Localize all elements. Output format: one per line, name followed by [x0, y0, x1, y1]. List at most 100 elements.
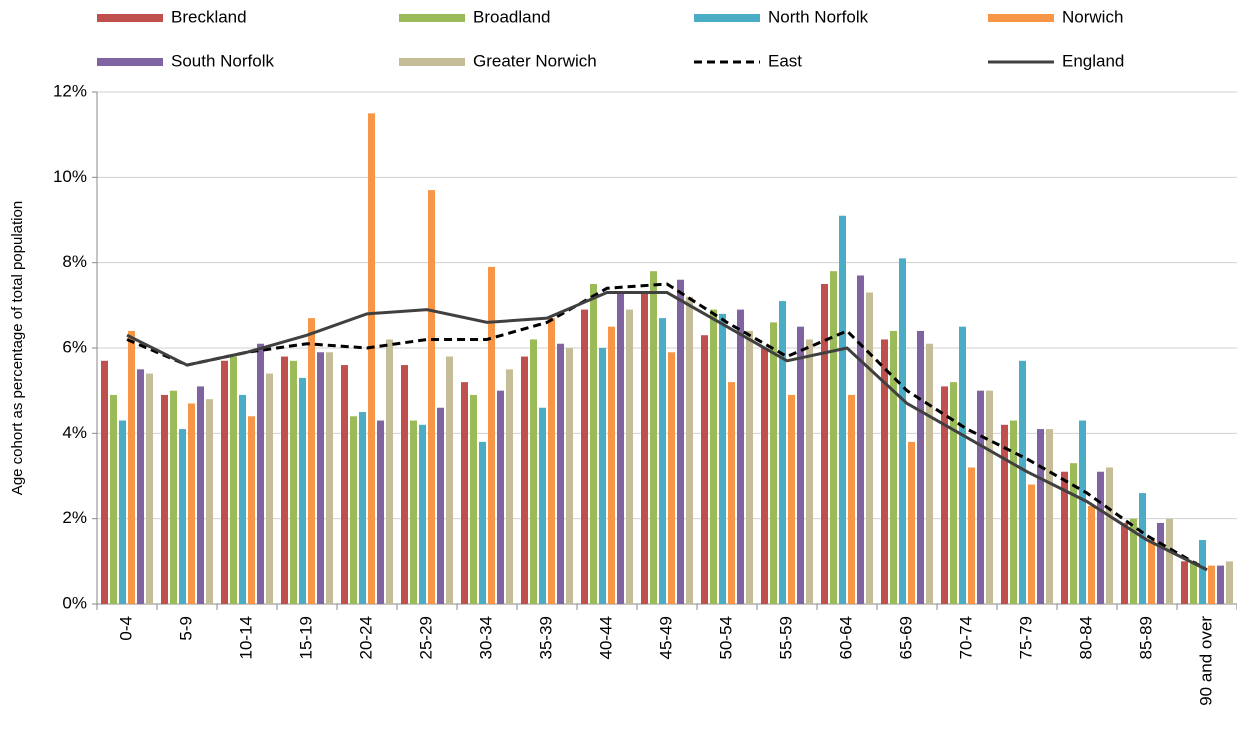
line [126, 291, 1208, 572]
bar [1028, 484, 1035, 604]
legend-swatch [399, 58, 465, 66]
bar [806, 339, 813, 604]
bar [521, 356, 528, 604]
bar [488, 266, 495, 604]
bar [446, 356, 453, 604]
bar [1190, 561, 1197, 604]
x-tick-label: 20-24 [356, 616, 375, 659]
y-axis-label: Age cohort as percentage of total popula… [9, 201, 26, 495]
bar [557, 343, 564, 604]
bar [908, 441, 915, 604]
bar [101, 360, 108, 604]
bar [1130, 518, 1137, 604]
bar [410, 420, 417, 604]
bar [341, 365, 348, 604]
x-tick-label: 90 and over [1196, 616, 1215, 706]
bar [881, 339, 888, 604]
bar [701, 335, 708, 604]
bar [257, 343, 264, 604]
bar [719, 313, 726, 604]
bar [230, 356, 237, 604]
bar [470, 394, 477, 604]
bar [326, 352, 333, 604]
bar [950, 382, 957, 604]
x-tick-label: 85-89 [1136, 616, 1155, 659]
x-tick-label: 30-34 [476, 616, 495, 659]
x-tick-label: 75-79 [1016, 616, 1035, 659]
x-tick-label: 50-54 [716, 616, 735, 659]
bar [710, 309, 717, 604]
legend-swatch [988, 14, 1054, 22]
bar [1181, 561, 1188, 604]
bar [248, 416, 255, 604]
x-tick-label: 55-59 [776, 616, 795, 659]
bar [770, 322, 777, 604]
bar [566, 348, 573, 604]
bar [437, 407, 444, 604]
bar [728, 382, 735, 604]
x-tick-label: 60-64 [836, 616, 855, 659]
x-tick-label: 25-29 [416, 616, 435, 659]
bar [608, 326, 615, 604]
bar [539, 407, 546, 604]
bar [239, 394, 246, 604]
bar [386, 339, 393, 604]
bar [137, 369, 144, 604]
bar [830, 271, 837, 604]
bar [1010, 420, 1017, 604]
bar [788, 394, 795, 604]
y-tick-label: 6% [62, 337, 87, 356]
bar [530, 339, 537, 604]
bar [377, 420, 384, 604]
legend-label: South Norfolk [171, 51, 274, 70]
bar [857, 275, 864, 604]
bar [1139, 493, 1146, 604]
bar [677, 279, 684, 604]
bar [659, 318, 666, 604]
bar [686, 296, 693, 604]
bar [197, 386, 204, 604]
bar [1001, 424, 1008, 604]
bar [668, 352, 675, 604]
bar [479, 441, 486, 604]
bar [581, 309, 588, 604]
bar [797, 326, 804, 604]
legend-swatch [97, 58, 163, 66]
legend-label: England [1062, 51, 1124, 70]
line [126, 282, 1208, 572]
bar [839, 215, 846, 604]
bar [1166, 518, 1173, 604]
bar [1157, 522, 1164, 604]
bar [746, 330, 753, 604]
bar [497, 390, 504, 604]
bar [401, 365, 408, 604]
bar [110, 394, 117, 604]
bar [1079, 420, 1086, 604]
legend-label: Greater Norwich [473, 51, 597, 70]
bar [926, 343, 933, 604]
bar [1019, 360, 1026, 604]
x-tick-label: 70-74 [956, 616, 975, 659]
bar [266, 373, 273, 604]
legend-label: Broadland [473, 7, 551, 26]
bar [461, 382, 468, 604]
bar [419, 424, 426, 604]
bar [899, 258, 906, 604]
bar [848, 394, 855, 604]
bar [281, 356, 288, 604]
bar [308, 318, 315, 604]
bar [428, 190, 435, 604]
legend-swatch [97, 14, 163, 22]
legend-label: Breckland [171, 7, 247, 26]
bar [1208, 565, 1215, 604]
legend-label: Norwich [1062, 7, 1123, 26]
bar [128, 330, 135, 604]
bar [1148, 540, 1155, 604]
bar [368, 113, 375, 604]
legend-swatch [399, 14, 465, 22]
x-tick-label: 45-49 [656, 616, 675, 659]
y-tick-label: 0% [62, 593, 87, 612]
bar [188, 403, 195, 604]
bar [626, 309, 633, 604]
